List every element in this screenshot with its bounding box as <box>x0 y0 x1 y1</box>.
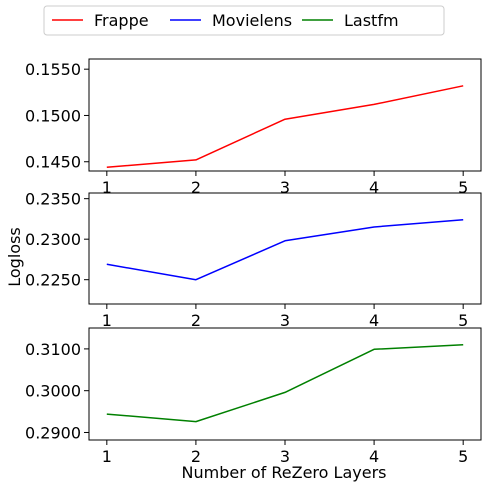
y-tick-label: 0.1450 <box>25 153 81 172</box>
x-tick-label: 4 <box>369 311 379 330</box>
y-tick-label: 0.2300 <box>25 230 81 249</box>
legend-label-lastfm: Lastfm <box>344 11 399 30</box>
x-tick-label: 2 <box>191 311 201 330</box>
x-tick-label: 1 <box>102 311 112 330</box>
y-tick-label: 0.3100 <box>25 340 81 359</box>
panel-frame <box>88 192 482 305</box>
chart-panels: 0.1450 0.1500 0.1550 1 2 3 4 5 0.2250 0.2300 0.235… <box>25 58 482 466</box>
legend: Frappe Movielens Lastfm <box>43 5 445 36</box>
legend-label-frappe: Frappe <box>94 11 149 30</box>
x-tick-label: 2 <box>191 447 201 466</box>
x-tick-label: 5 <box>458 178 468 197</box>
y-tick-label: 0.2350 <box>25 190 81 209</box>
panel-1: 0.1450 0.1500 0.1550 1 2 3 4 5 <box>25 58 482 197</box>
x-tick-label: 5 <box>458 311 468 330</box>
series-line-lastfm <box>106 343 464 423</box>
x-tick-label: 3 <box>280 447 290 466</box>
x-tick-label: 5 <box>458 447 468 466</box>
y-tick-label: 0.2250 <box>25 271 81 290</box>
x-tick-label: 3 <box>280 178 290 197</box>
panel-2: 0.2250 0.2300 0.2350 1 2 3 4 5 <box>25 190 482 330</box>
series-line-movielens <box>106 218 464 281</box>
y-tick-label: 0.1550 <box>25 60 81 79</box>
y-tick-label: 0.3000 <box>25 382 81 401</box>
y-tick-label: 0.1500 <box>25 106 81 125</box>
x-tick-label: 1 <box>102 447 112 466</box>
legend-label-movielens: Movielens <box>212 11 292 30</box>
panel-3: 0.2900 0.3000 0.3100 1 2 3 4 5 <box>25 327 482 466</box>
series-line-frappe <box>106 85 464 169</box>
x-tick-label: 1 <box>102 178 112 197</box>
panel-frame <box>88 58 482 172</box>
x-tick-label: 4 <box>369 178 379 197</box>
panel-frame <box>88 327 482 441</box>
x-axis-label: Number of ReZero Layers <box>182 463 387 482</box>
x-tick-label: 2 <box>191 178 201 197</box>
x-tick-label: 4 <box>369 447 379 466</box>
y-tick-label: 0.2900 <box>25 423 81 442</box>
legend-box <box>43 5 445 36</box>
y-axis-label: Logloss <box>5 227 24 286</box>
x-tick-label: 3 <box>280 311 290 330</box>
